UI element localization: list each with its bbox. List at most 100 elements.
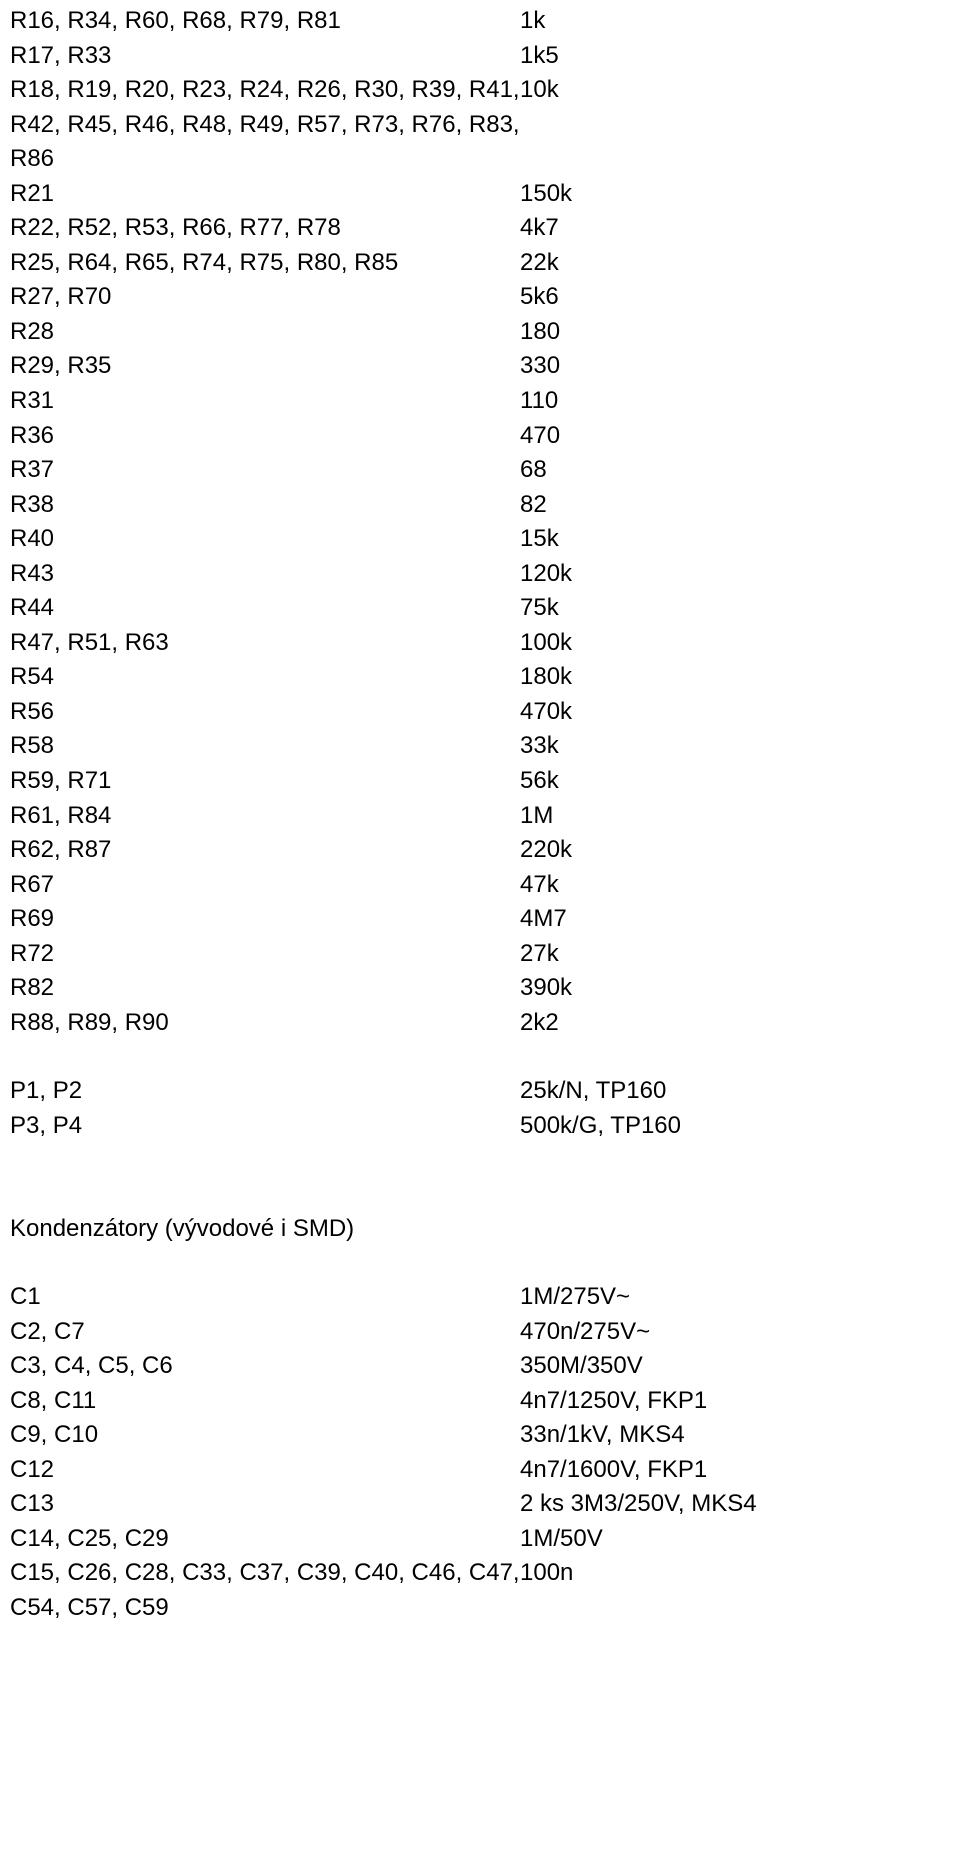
- capacitor-row: C3, C4, C5, C6 350M/350V: [10, 1349, 950, 1384]
- component-ref: C13: [10, 1487, 520, 1522]
- resistor-row: R37 68: [10, 453, 950, 488]
- resistor-row: R58 33k: [10, 729, 950, 764]
- component-val: 4M7: [520, 902, 950, 937]
- component-ref: C12: [10, 1453, 520, 1488]
- component-val: 82: [520, 488, 950, 523]
- resistor-row: R43 120k: [10, 557, 950, 592]
- resistor-row: R59, R71 56k: [10, 764, 950, 799]
- resistor-row: R88, R89, R90 2k2: [10, 1006, 950, 1041]
- pot-row: P1, P2 25k/N, TP160: [10, 1074, 950, 1109]
- component-ref: R72: [10, 937, 520, 972]
- component-val: 150k: [520, 177, 950, 212]
- component-val: 220k: [520, 833, 950, 868]
- component-ref: R38: [10, 488, 520, 523]
- component-ref: C3, C4, C5, C6: [10, 1349, 520, 1384]
- capacitor-row: C13 2 ks 3M3/250V, MKS4: [10, 1487, 950, 1522]
- component-val: 1M: [520, 799, 950, 834]
- component-ref: R37: [10, 453, 520, 488]
- resistor-row: R69 4M7: [10, 902, 950, 937]
- component-ref: C15, C26, C28, C33, C37, C39, C40, C46, …: [10, 1556, 520, 1625]
- component-ref: R16, R34, R60, R68, R79, R81: [10, 4, 520, 39]
- resistor-row: R44 75k: [10, 591, 950, 626]
- capacitor-row: C14, C25, C29 1M/50V: [10, 1522, 950, 1557]
- component-ref: C1: [10, 1280, 520, 1315]
- component-ref: R31: [10, 384, 520, 419]
- component-val: 390k: [520, 971, 950, 1006]
- component-val: 1M/50V: [520, 1522, 950, 1557]
- capacitor-row: C1 1M/275V~: [10, 1280, 950, 1315]
- resistor-row: R28 180: [10, 315, 950, 350]
- component-val: 470k: [520, 695, 950, 730]
- component-val: 470: [520, 419, 950, 454]
- component-ref: P3, P4: [10, 1109, 520, 1144]
- component-ref: R47, R51, R63: [10, 626, 520, 661]
- component-ref: R40: [10, 522, 520, 557]
- component-ref: R28: [10, 315, 520, 350]
- component-ref: R58: [10, 729, 520, 764]
- capacitor-row: C12 4n7/1600V, FKP1: [10, 1453, 950, 1488]
- component-ref: C8, C11: [10, 1384, 520, 1419]
- component-ref: R59, R71: [10, 764, 520, 799]
- component-ref: C14, C25, C29: [10, 1522, 520, 1557]
- component-val: 120k: [520, 557, 950, 592]
- resistor-row: R47, R51, R63 100k: [10, 626, 950, 661]
- component-val: 47k: [520, 868, 950, 903]
- component-ref: R62, R87: [10, 833, 520, 868]
- component-ref: R29, R35: [10, 349, 520, 384]
- component-val: 15k: [520, 522, 950, 557]
- component-ref: R54: [10, 660, 520, 695]
- component-val: 25k/N, TP160: [520, 1074, 950, 1109]
- component-ref: R88, R89, R90: [10, 1006, 520, 1041]
- component-val: 27k: [520, 937, 950, 972]
- resistor-row: R18, R19, R20, R23, R24, R26, R30, R39, …: [10, 73, 950, 177]
- component-val: 33k: [520, 729, 950, 764]
- component-ref: P1, P2: [10, 1074, 520, 1109]
- component-ref: R44: [10, 591, 520, 626]
- capacitor-row: C9, C10 33n/1kV, MKS4: [10, 1418, 950, 1453]
- component-ref: R82: [10, 971, 520, 1006]
- resistor-row: R61, R84 1M: [10, 799, 950, 834]
- component-val: 470n/275V~: [520, 1315, 950, 1350]
- component-val: 1k: [520, 4, 950, 39]
- component-val: 180: [520, 315, 950, 350]
- component-ref: R69: [10, 902, 520, 937]
- component-val: 330: [520, 349, 950, 384]
- resistor-row: R40 15k: [10, 522, 950, 557]
- component-val: 1k5: [520, 39, 950, 74]
- resistor-row: R17, R33 1k5: [10, 39, 950, 74]
- component-val: 100n: [520, 1556, 950, 1625]
- component-val: 22k: [520, 246, 950, 281]
- component-ref: R36: [10, 419, 520, 454]
- section-heading-capacitors: Kondenzátory (vývodové i SMD): [10, 1212, 950, 1247]
- component-val: 4k7: [520, 211, 950, 246]
- resistor-row: R31 110: [10, 384, 950, 419]
- resistor-row: R72 27k: [10, 937, 950, 972]
- component-val: 10k: [520, 73, 950, 177]
- component-val: 1M/275V~: [520, 1280, 950, 1315]
- component-val: 2 ks 3M3/250V, MKS4: [520, 1487, 950, 1522]
- component-ref: R67: [10, 868, 520, 903]
- capacitor-row: C15, C26, C28, C33, C37, C39, C40, C46, …: [10, 1556, 950, 1625]
- component-ref: R22, R52, R53, R66, R77, R78: [10, 211, 520, 246]
- resistor-row: R29, R35 330: [10, 349, 950, 384]
- component-ref: C2, C7: [10, 1315, 520, 1350]
- resistor-row: R82 390k: [10, 971, 950, 1006]
- resistor-row: R36 470: [10, 419, 950, 454]
- capacitor-row: C2, C7 470n/275V~: [10, 1315, 950, 1350]
- component-ref: R61, R84: [10, 799, 520, 834]
- component-val: 100k: [520, 626, 950, 661]
- component-val: 500k/G, TP160: [520, 1109, 950, 1144]
- component-val: 180k: [520, 660, 950, 695]
- component-val: 4n7/1600V, FKP1: [520, 1453, 950, 1488]
- component-val: 350M/350V: [520, 1349, 950, 1384]
- resistor-row: R27, R70 5k6: [10, 280, 950, 315]
- component-val: 5k6: [520, 280, 950, 315]
- component-ref: R18, R19, R20, R23, R24, R26, R30, R39, …: [10, 73, 520, 177]
- component-ref: R43: [10, 557, 520, 592]
- component-val: 68: [520, 453, 950, 488]
- resistor-row: R56 470k: [10, 695, 950, 730]
- resistor-row: R67 47k: [10, 868, 950, 903]
- component-ref: R27, R70: [10, 280, 520, 315]
- component-ref: R21: [10, 177, 520, 212]
- component-val: 33n/1kV, MKS4: [520, 1418, 950, 1453]
